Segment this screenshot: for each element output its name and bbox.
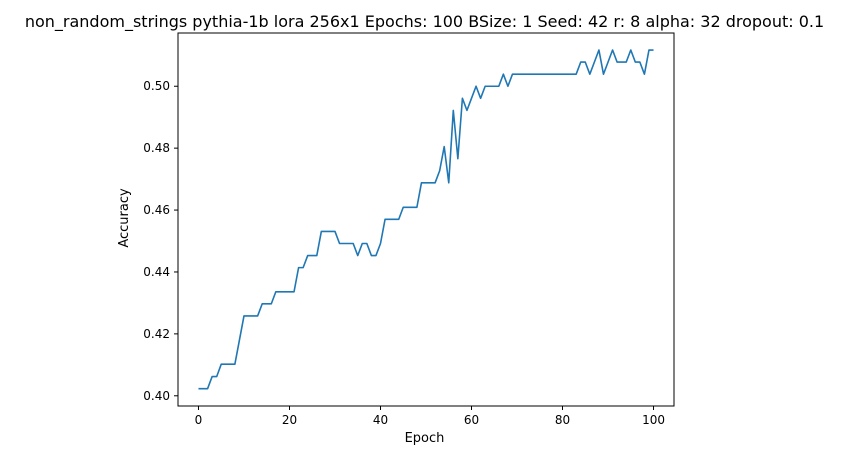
y-tick-label: 0.44 (143, 265, 170, 279)
y-tick-label: 0.46 (143, 203, 170, 217)
x-tick-label: 40 (373, 413, 388, 427)
x-tick-label: 60 (464, 413, 479, 427)
x-tick-label: 20 (282, 413, 297, 427)
plot-frame (177, 32, 675, 407)
y-tick-label: 0.50 (143, 79, 170, 93)
y-tick-label: 0.48 (143, 141, 170, 155)
y-axis-label: Accuracy (117, 188, 132, 248)
y-tick-label: 0.40 (143, 389, 170, 403)
x-tick-label: 0 (195, 413, 203, 427)
series-line-0 (198, 49, 654, 390)
x-axis-label: Epoch (405, 431, 445, 446)
y-tick-label: 0.42 (143, 327, 170, 341)
chart-title: non_random_strings pythia-1b lora 256x1 … (25, 12, 824, 32)
x-tick-label: 100 (642, 413, 665, 427)
x-tick-label: 80 (555, 413, 570, 427)
plot-area: 0 20 40 60 80 100 0.40 0.42 0.44 0.46 0.48 0.50 (143, 32, 675, 427)
